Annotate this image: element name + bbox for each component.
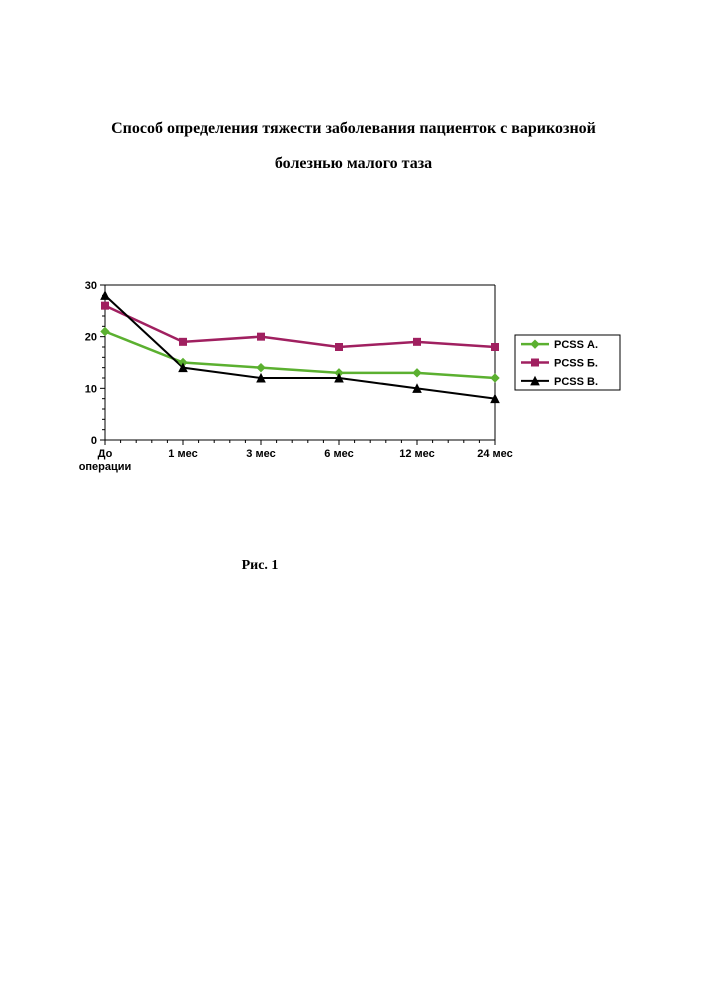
chart-container: 0 10 20 30 Дооперации 1 мес 3 мес 6 мес 12 мес 24… [70, 280, 650, 510]
svg-text:20: 20 [85, 332, 97, 344]
svg-text:10: 10 [85, 383, 97, 395]
svg-text:12 мес: 12 мес [399, 448, 435, 460]
svg-text:операции: операции [79, 461, 132, 473]
figure-caption: Рис. 1 [0, 558, 520, 574]
svg-text:3 мес: 3 мес [246, 448, 275, 460]
title-line-2: болезнью малого таза [275, 155, 432, 172]
line-chart: 0 10 20 30 Дооперации 1 мес 3 мес 6 мес 12 мес 24… [70, 280, 650, 510]
svg-text:PCSS В.: PCSS В. [554, 376, 598, 388]
svg-text:PCSS А.: PCSS А. [554, 339, 598, 351]
svg-text:PCSS Б.: PCSS Б. [554, 358, 598, 370]
svg-text:6 мес: 6 мес [324, 448, 353, 460]
svg-text:24 мес: 24 мес [477, 448, 513, 460]
svg-text:1 мес: 1 мес [168, 448, 197, 460]
title-line-1: Способ определения тяжести заболевания п… [111, 120, 596, 137]
page-title: Способ определения тяжести заболевания п… [0, 111, 707, 181]
svg-text:0: 0 [91, 435, 97, 447]
svg-text:До: До [98, 448, 113, 460]
svg-text:30: 30 [85, 280, 97, 292]
